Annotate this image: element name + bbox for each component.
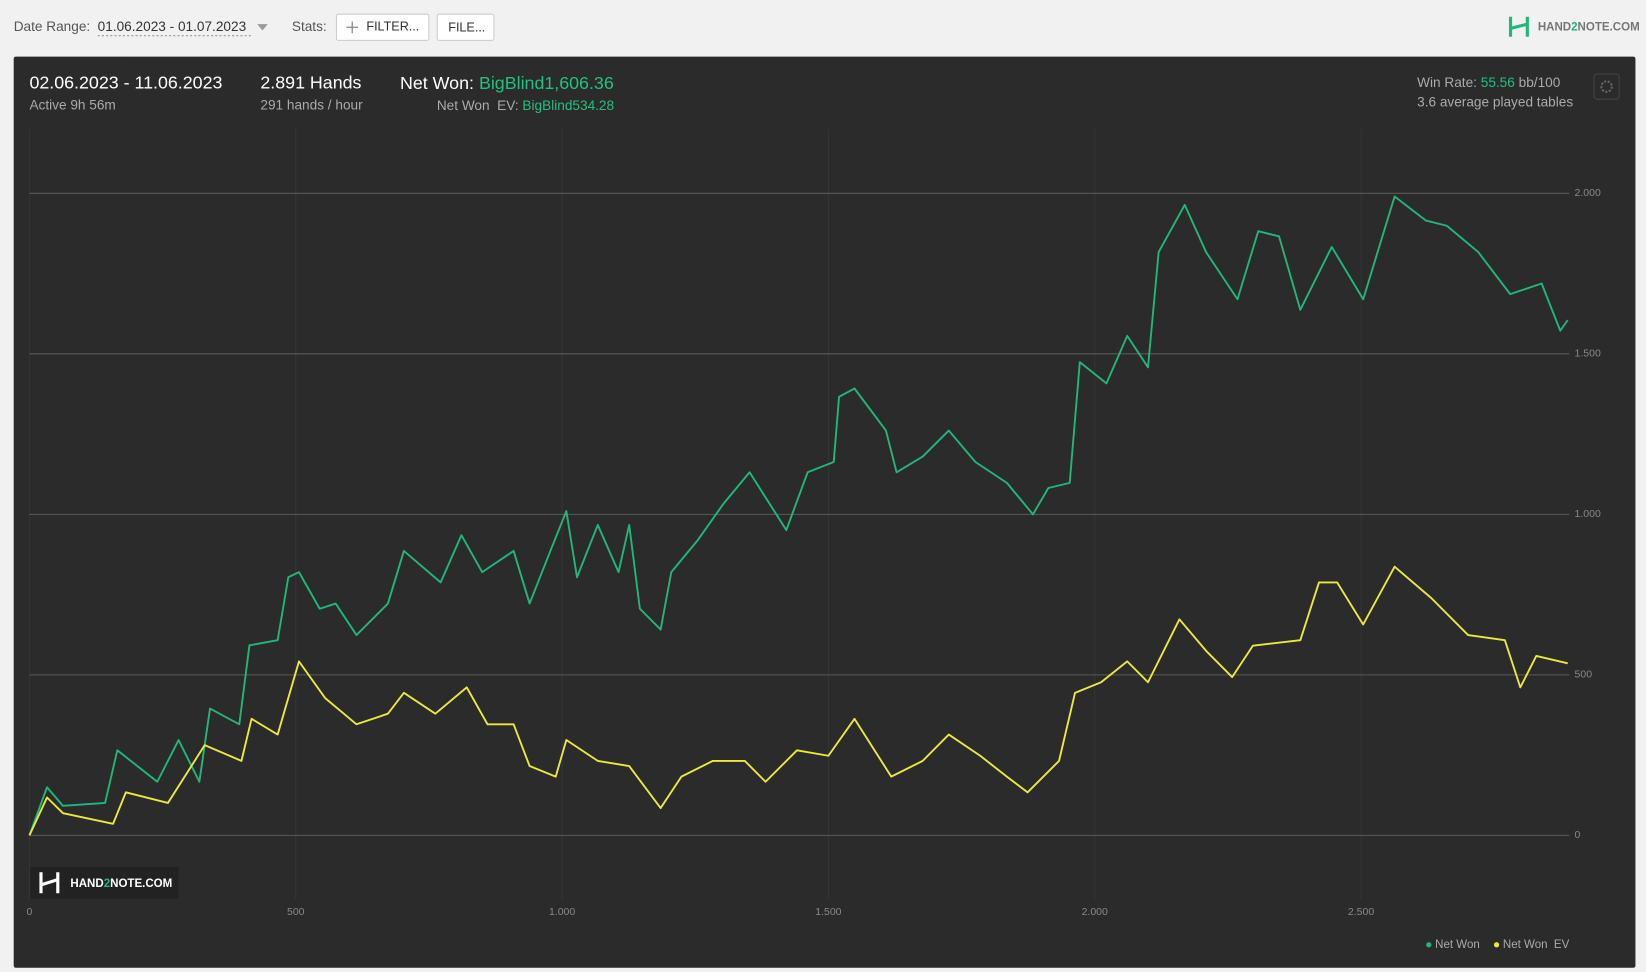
plus-icon	[346, 21, 358, 34]
date-range-label: Date Range:	[14, 19, 91, 34]
net-won: Net Won: BigBlind1,606.36	[400, 73, 614, 93]
hands-per-hour: 291 hands / hour	[260, 98, 363, 113]
x-tick-label: 1.000	[549, 907, 575, 918]
period: 02.06.2023 - 11.06.2023	[29, 73, 222, 93]
file-button[interactable]	[436, 13, 495, 41]
x-tick-label: 1.500	[815, 907, 841, 918]
net-won-ev-label: Net Won EV:	[437, 98, 519, 113]
y-tick-label: 500	[1575, 670, 1593, 681]
watermark-part: NOTE.COM	[110, 878, 172, 890]
logo-part: 2	[1571, 21, 1577, 33]
filter-button-label[interactable]: FILTER...	[366, 20, 419, 34]
win-rate-value: 55.56	[1481, 75, 1515, 90]
y-tick-label: 1.500	[1575, 349, 1601, 360]
filter-button[interactable]	[335, 13, 430, 41]
y-tick-label: 1.000	[1575, 509, 1601, 520]
hands: 2.891 Hands	[260, 73, 361, 93]
y-tick-label: 2.000	[1575, 188, 1601, 199]
plot: 0 500 1.000 1.500 2.000 2.500 0 500 1.000 1.500 2.…	[27, 129, 1601, 951]
x-tick-label: 2.500	[1348, 907, 1374, 918]
logo: HAND2NOTE.COM	[1538, 21, 1640, 33]
watermark-icon	[39, 872, 60, 894]
x-tick-label: 2.000	[1082, 907, 1108, 918]
legend-dot	[1426, 942, 1432, 948]
x-tick-label: 500	[287, 907, 305, 918]
settings-button[interactable]	[1593, 73, 1620, 100]
win-rate: Win Rate: 55.56 bb/100	[1417, 75, 1561, 90]
net-won-ev: Net Won EV: BigBlind534.28	[437, 98, 614, 113]
stats-label: Stats:	[292, 19, 327, 34]
x-tick-label: 0	[27, 907, 33, 918]
net-won-value: BigBlind1,606.36	[479, 73, 614, 93]
legend-label: Net Won	[1435, 939, 1480, 951]
logo-part: HAND	[1538, 21, 1571, 33]
win-rate-label: Win Rate:	[1417, 75, 1477, 90]
chart-panel	[13, 56, 1636, 968]
active-time: Active 9h 56m	[29, 98, 115, 113]
avg-tables: 3.6 average played tables	[1417, 94, 1573, 109]
net-won-label: Net Won:	[400, 73, 474, 93]
net-won-ev-value: BigBlind534.28	[522, 98, 614, 113]
watermark-part: 2	[104, 878, 110, 890]
watermark-part: HAND	[70, 878, 103, 890]
gear-icon	[1600, 80, 1613, 93]
series-line	[28, 565, 1568, 836]
file-button-label[interactable]: FILE...	[448, 21, 485, 35]
y-tick-label: 0	[1575, 830, 1581, 841]
dropdown-arrow[interactable]	[257, 24, 268, 31]
logo-icon	[1508, 16, 1529, 37]
legend-label: Net Won EV	[1503, 939, 1570, 951]
watermark: HAND2NOTE.COM	[70, 878, 172, 890]
logo-part: NOTE.COM	[1578, 21, 1640, 33]
date-range[interactable]: 01.06.2023 - 01.07.2023	[98, 19, 247, 34]
watermark-box	[29, 867, 179, 899]
legend-dot	[1493, 942, 1500, 948]
series-line	[28, 195, 1569, 836]
win-rate-unit: bb/100	[1519, 75, 1561, 90]
